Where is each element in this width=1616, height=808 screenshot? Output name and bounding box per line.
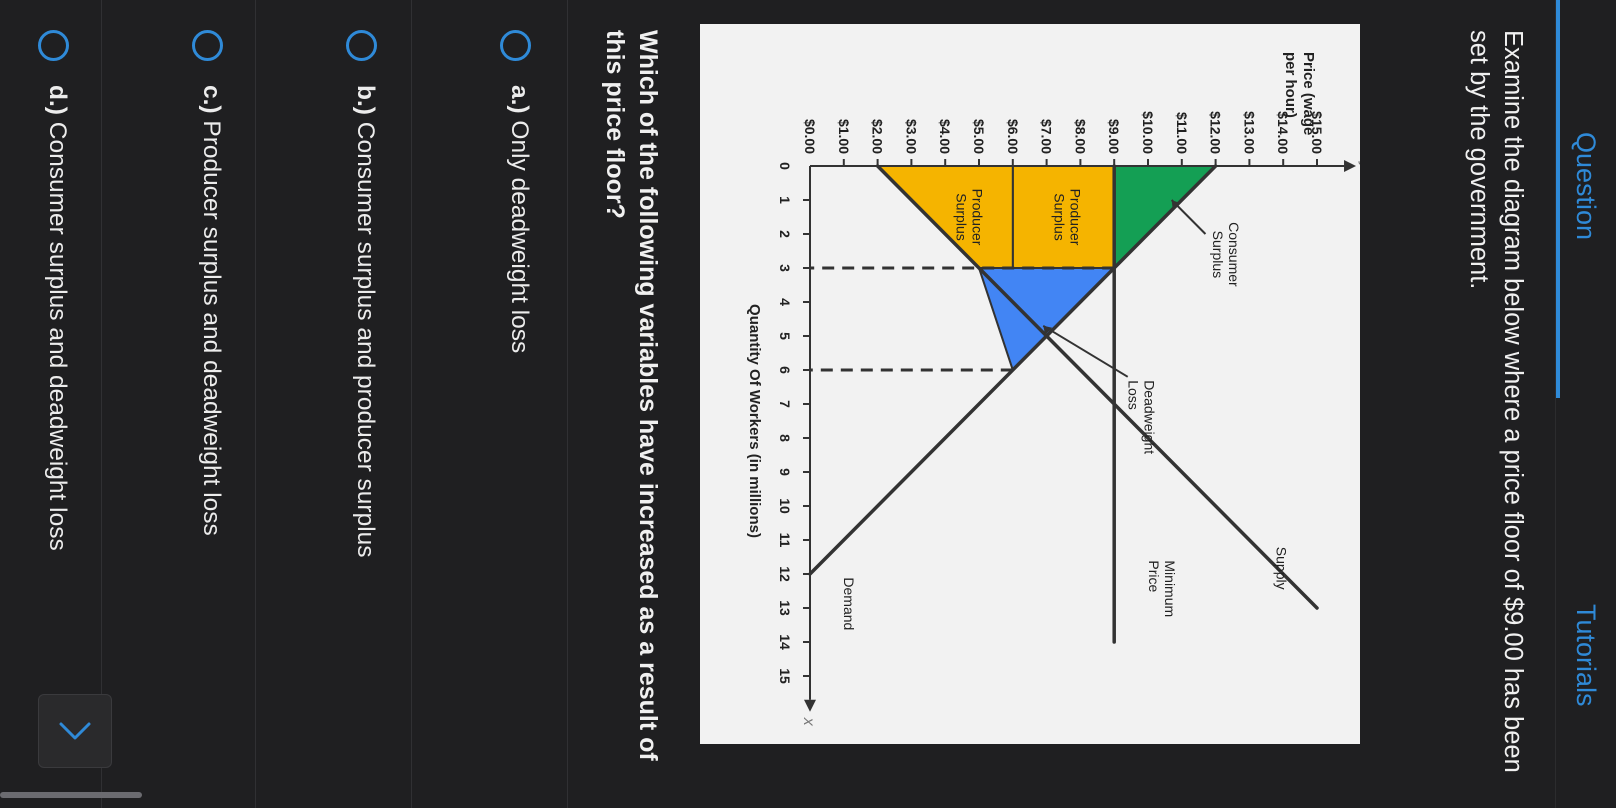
y-tick-label: $4.00 bbox=[937, 119, 953, 154]
y-tick-label: $10.00 bbox=[1140, 111, 1156, 154]
x-tick-label: 13 bbox=[777, 600, 793, 616]
x-axis-arrow bbox=[804, 699, 816, 712]
scrollbar[interactable] bbox=[0, 792, 142, 798]
consumer-surplus-pointer bbox=[1170, 199, 1207, 235]
question-text: Examine the diagram below where a price … bbox=[1465, 30, 1527, 773]
question-prompt: Which of the following variables have in… bbox=[601, 30, 662, 761]
option-letter: d.) bbox=[44, 85, 71, 115]
y-axis-title: Price (wageper hour) bbox=[1282, 52, 1317, 135]
region-producer-surplus bbox=[875, 165, 1014, 269]
y-tick-label: $14.00 bbox=[1275, 111, 1291, 154]
radio-button-icon[interactable] bbox=[38, 30, 69, 61]
answer-option-d[interactable]: d.) Consumer surplus and deadweight loss bbox=[22, 30, 82, 790]
radio-button-icon[interactable] bbox=[346, 30, 377, 61]
chevron-right-icon bbox=[59, 722, 91, 740]
divider bbox=[567, 0, 568, 808]
divider bbox=[255, 0, 256, 808]
y-tick-label: $7.00 bbox=[1039, 119, 1055, 154]
y-axis-arrow bbox=[1344, 160, 1357, 172]
y-tick-label: $6.00 bbox=[1005, 119, 1021, 154]
tab-tutorials[interactable]: Tutorials bbox=[1571, 604, 1601, 707]
demand-label: Demand bbox=[841, 577, 857, 630]
option-text: Consumer surplus and producer surplus bbox=[352, 121, 379, 558]
x-tick-label: 2 bbox=[777, 230, 793, 238]
y-tick-label: $12.00 bbox=[1208, 111, 1224, 154]
x-tick-label: 5 bbox=[777, 332, 793, 340]
x-tick-label: 10 bbox=[777, 498, 793, 514]
x-tick-label: 14 bbox=[777, 634, 793, 650]
option-letter: a.) bbox=[506, 85, 533, 114]
y-tick-label: $2.00 bbox=[870, 119, 886, 154]
x-tick-label: 6 bbox=[777, 366, 793, 374]
answer-option-b[interactable]: b.) Consumer surplus and producer surplu… bbox=[330, 30, 390, 790]
producer-surplus-label-lower: ProducerSurplus bbox=[953, 189, 985, 246]
radio-button-icon[interactable] bbox=[192, 30, 223, 61]
y-tick-label: $0.00 bbox=[802, 119, 818, 154]
y-tick-label: $13.00 bbox=[1241, 111, 1257, 154]
y-axis-letter: y bbox=[1358, 161, 1360, 171]
y-tick-label: $11.00 bbox=[1174, 112, 1190, 154]
y-tick-label: $5.00 bbox=[971, 119, 987, 154]
answer-option-a[interactable]: a.) Only deadweight loss bbox=[484, 30, 544, 790]
divider bbox=[411, 0, 412, 808]
y-tick-label: $15.00 bbox=[1309, 111, 1325, 154]
x-axis-letter: x bbox=[800, 717, 817, 727]
x-tick-label: 1 bbox=[777, 196, 793, 204]
option-text: Producer surplus and deadweight loss bbox=[198, 120, 225, 536]
x-tick-label: 9 bbox=[777, 468, 793, 476]
option-text: Only deadweight loss bbox=[506, 120, 533, 354]
option-letter: b.) bbox=[352, 85, 379, 115]
x-tick-label: 15 bbox=[777, 668, 793, 684]
x-tick-label: 3 bbox=[777, 264, 793, 272]
x-tick-label: 0 bbox=[777, 162, 793, 170]
x-tick-label: 4 bbox=[777, 298, 793, 306]
divider bbox=[101, 0, 102, 808]
supply-label: Supply bbox=[1273, 547, 1289, 590]
y-tick-label: $8.00 bbox=[1072, 119, 1088, 154]
line-supply bbox=[875, 164, 1319, 610]
deadweight-loss-arrowhead bbox=[1043, 325, 1053, 335]
option-letter: c.) bbox=[198, 85, 225, 114]
minimum-price-label: MinimumPrice bbox=[1146, 560, 1178, 617]
tab-question[interactable]: Question bbox=[1571, 132, 1601, 241]
y-tick-label: $9.00 bbox=[1106, 119, 1122, 154]
tab-bar: Question Tutorials bbox=[1555, 0, 1616, 808]
x-axis-title: Quantity Of Workers (in millions) bbox=[746, 304, 763, 538]
option-text: Consumer surplus and deadweight loss bbox=[44, 121, 71, 551]
radio-button-icon[interactable] bbox=[500, 30, 531, 61]
deadweight-loss-pointer bbox=[1042, 324, 1129, 378]
x-tick-label: 12 bbox=[777, 566, 793, 582]
y-tick-label: $3.00 bbox=[903, 119, 919, 154]
active-tab-indicator bbox=[1556, 0, 1560, 398]
deadweight-loss-label: DeadweightLoss bbox=[1126, 380, 1158, 454]
x-tick-label: 11 bbox=[777, 533, 793, 548]
producer-surplus-label-upper: ProducerSurplus bbox=[1051, 189, 1083, 246]
next-button[interactable] bbox=[38, 694, 112, 768]
x-tick-label: 7 bbox=[777, 400, 793, 408]
line-demand bbox=[808, 164, 1218, 576]
x-tick-label: 8 bbox=[777, 434, 793, 442]
price-floor-diagram: 0 1 2 3 4 5 6 7 8 9 10 11 12 13 14 15 $0.00 $1.00 $2.00 $3.… bbox=[700, 24, 1375, 744]
answer-option-c[interactable]: c.) Producer surplus and deadweight loss bbox=[176, 30, 236, 790]
consumer-surplus-label: ConsumerSurplus bbox=[1210, 222, 1242, 287]
y-tick-label: $1.00 bbox=[836, 119, 852, 154]
region-deadweight-loss bbox=[977, 267, 1117, 372]
